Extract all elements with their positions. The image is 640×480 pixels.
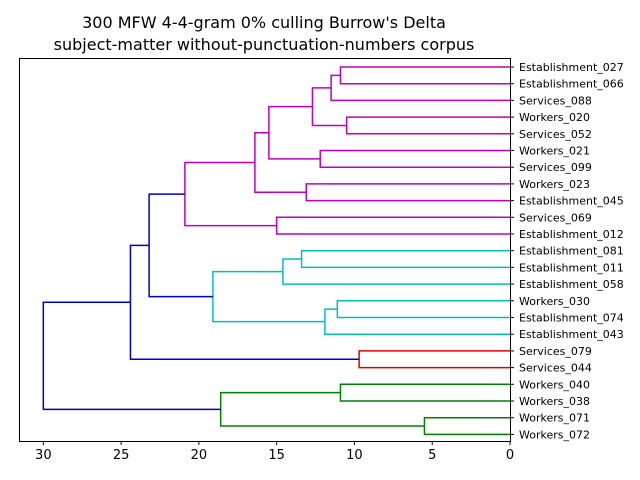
leaf-label: Establishment_074 bbox=[519, 312, 624, 325]
dendrogram-link-19 bbox=[423, 416, 510, 436]
dendrogram-link-11 bbox=[282, 258, 510, 285]
leaf-label: Workers_030 bbox=[519, 295, 590, 308]
leaf-label: Establishment_043 bbox=[519, 328, 624, 341]
leaf-label: Establishment_027 bbox=[519, 61, 624, 74]
chart-title: 300 MFW 4-4-gram 0% culling Burrow's Del… bbox=[82, 13, 446, 32]
dendrogram-link-1 bbox=[330, 74, 510, 102]
leaf-label: Services_069 bbox=[519, 211, 592, 224]
x-tick-label: 15 bbox=[268, 448, 285, 463]
leaf-label: Establishment_011 bbox=[519, 261, 624, 274]
leaf-label: Services_079 bbox=[519, 345, 592, 358]
dendrogram-link-0 bbox=[339, 66, 510, 85]
dendrogram-link-18 bbox=[339, 383, 510, 402]
dendrogram-link-20 bbox=[219, 391, 425, 427]
dendrogram-link-14 bbox=[212, 270, 325, 323]
leaf-label: Workers_023 bbox=[519, 178, 590, 191]
leaf-label: Establishment_058 bbox=[519, 278, 624, 291]
leaf-label: Services_044 bbox=[519, 362, 592, 375]
dendrogram-link-7 bbox=[254, 132, 307, 193]
x-tick-label: 5 bbox=[428, 448, 436, 463]
leaf-label: Workers_021 bbox=[519, 145, 590, 158]
x-tick-label: 20 bbox=[191, 448, 208, 463]
dendrogram-link-8 bbox=[275, 216, 510, 235]
leaf-label: Establishment_045 bbox=[519, 195, 624, 208]
dendrogram-link-4 bbox=[319, 149, 510, 168]
dendrogram-link-10 bbox=[300, 249, 510, 269]
dendrogram-link-9 bbox=[184, 161, 277, 227]
leaf-label: Services_099 bbox=[519, 161, 592, 174]
plot-frame bbox=[19, 58, 511, 442]
leaf-label: Workers_071 bbox=[519, 412, 590, 425]
x-axis-ticks: 30 25 20 15 10 5 0 bbox=[35, 441, 514, 463]
dendrogram-link-17 bbox=[129, 244, 360, 360]
dendrogram-link-16 bbox=[358, 350, 510, 369]
dendrogram-link-12 bbox=[336, 300, 510, 319]
leaf-label: Services_088 bbox=[519, 94, 592, 107]
dendrogram-link-2 bbox=[345, 116, 510, 135]
dendrogram-link-3 bbox=[311, 87, 347, 127]
leaf-labels: Establishment_027 Establishment_066 Servic… bbox=[510, 61, 624, 441]
dendrogram-link-13 bbox=[324, 308, 510, 335]
leaf-label: Workers_072 bbox=[519, 428, 590, 441]
dendrogram-link-6 bbox=[305, 183, 510, 202]
chart-subtitle: subject-matter without-punctuation-numbe… bbox=[53, 35, 475, 54]
x-tick-label: 25 bbox=[113, 448, 130, 463]
x-tick-label: 0 bbox=[506, 448, 514, 463]
x-tick-label: 10 bbox=[346, 448, 363, 463]
leaf-label: Establishment_066 bbox=[519, 78, 624, 91]
x-tick-label: 30 bbox=[35, 448, 52, 463]
leaf-label: Establishment_081 bbox=[519, 245, 624, 258]
dendrogram-link-15 bbox=[148, 193, 213, 298]
leaf-label: Workers_020 bbox=[519, 111, 590, 124]
leaf-label: Workers_040 bbox=[519, 378, 590, 391]
dendrogram-links bbox=[42, 66, 510, 436]
leaf-label: Services_052 bbox=[519, 128, 592, 141]
leaf-label: Workers_038 bbox=[519, 395, 590, 408]
leaf-label: Establishment_012 bbox=[519, 228, 624, 241]
dendrogram-link-21 bbox=[42, 301, 221, 411]
dendrogram-link-5 bbox=[268, 105, 321, 160]
